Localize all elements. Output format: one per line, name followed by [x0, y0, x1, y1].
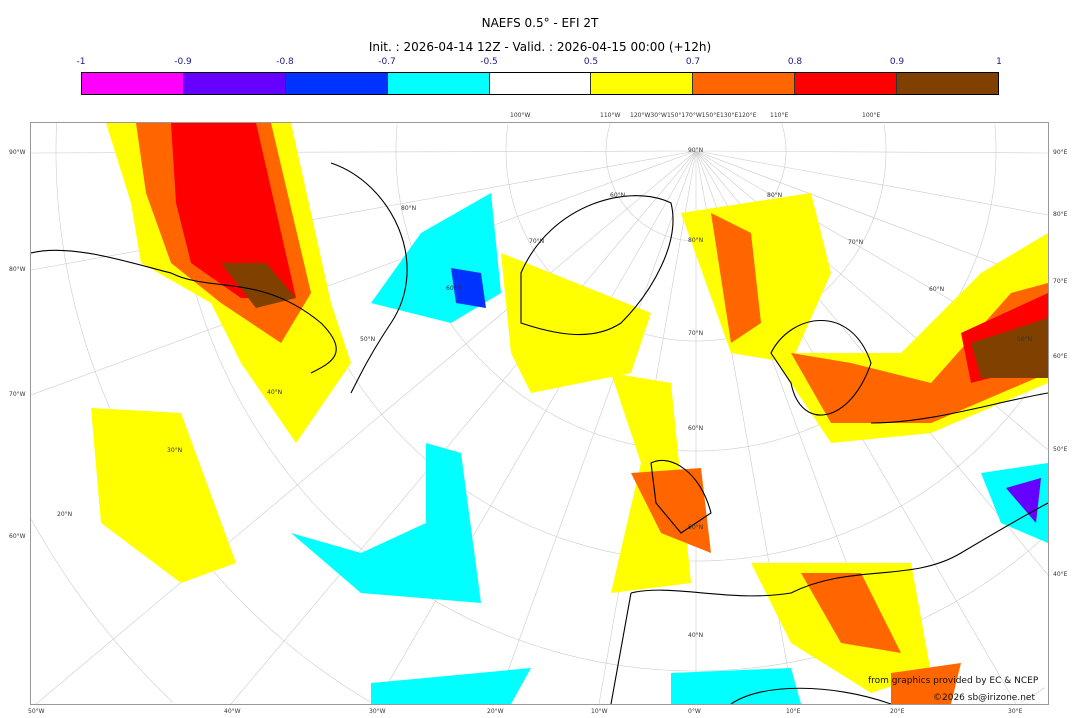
- axis-label: 100°E: [862, 112, 881, 119]
- efi-fields: [91, 123, 1048, 704]
- colorbar-swatch: [693, 73, 796, 94]
- axis-label: 90°N: [688, 147, 704, 154]
- colorbar-swatch: [183, 73, 286, 94]
- axis-label: 50°N: [360, 336, 376, 343]
- axis-label: 110°W: [600, 112, 621, 119]
- axis-label: 80°E: [1053, 211, 1068, 218]
- axis-label: 40°W: [224, 708, 241, 715]
- axis-label: 90°W: [9, 149, 26, 156]
- latitude-circle: [31, 519, 174, 703]
- axis-label: 70°N: [529, 238, 545, 245]
- map-title: NAEFS 0.5° - EFI 2T: [481, 16, 599, 30]
- axis-label: 60°W: [9, 533, 26, 540]
- coastlines: [31, 162, 1048, 704]
- colorbar-tick-label: -0.7: [378, 57, 396, 67]
- colorbar-tick-label: 0.5: [583, 57, 599, 67]
- colorbar-swatch: [795, 73, 898, 94]
- colorbar-swatch: [387, 73, 490, 94]
- axis-label: 30°N: [167, 447, 183, 454]
- colorbar-tick-label: -0.8: [276, 57, 294, 67]
- axis-label: 40°E: [1053, 571, 1068, 578]
- axis-label: 60°N: [446, 285, 462, 292]
- axis-label: 80°W: [9, 266, 26, 273]
- map-canvas: [31, 123, 1048, 704]
- colorbar-tick-label: 1: [996, 57, 1002, 67]
- axis-label: 70°N: [848, 239, 864, 246]
- efi-map[interactable]: [30, 122, 1049, 705]
- axis-label: 40°N: [267, 389, 283, 396]
- axis-label: 60°N: [610, 192, 626, 199]
- axis-label: 90°E: [1053, 149, 1068, 156]
- axis-label: 30°E: [1008, 708, 1023, 715]
- axis-label: 120°W30°W150°170°W150°E130°E120°E: [630, 112, 757, 119]
- axis-label: 50°E: [1053, 446, 1068, 453]
- axis-label: 50°W: [28, 708, 45, 715]
- colorbar-swatch: [82, 73, 184, 94]
- axis-label: 30°W: [369, 708, 386, 715]
- axis-label: 80°N: [688, 237, 704, 244]
- axis-label: 60°E: [1053, 353, 1068, 360]
- axis-label: 50°N: [688, 524, 704, 531]
- colorbar-tick-label: -0.9: [174, 57, 192, 67]
- axis-label: 70°E: [1053, 278, 1068, 285]
- colorbar: [81, 72, 999, 95]
- axis-label: 110°E: [770, 112, 789, 119]
- axis-label: 20°W: [487, 708, 504, 715]
- colorbar-tick-label: -1: [76, 57, 86, 67]
- axis-label: 20°N: [57, 511, 73, 518]
- axis-label: 80°N: [767, 192, 783, 199]
- axis-label: 70°W: [9, 391, 26, 398]
- colorbar-swatch: [285, 73, 388, 94]
- colorbar-tick-label: 0.9: [889, 57, 905, 67]
- axis-label: 0°W: [688, 708, 701, 715]
- axis-label: 70°N: [688, 330, 704, 337]
- colorbar-tick-label: 0.8: [787, 57, 803, 67]
- credit-copyright: ©2026 sb@irizone.net: [933, 693, 1035, 703]
- colorbar-swatch: [897, 73, 999, 94]
- colorbar-tick-label: -0.5: [480, 57, 498, 67]
- axis-label: 50°N: [1017, 336, 1033, 343]
- colorbar-tick-label: 0.7: [685, 57, 701, 67]
- axis-label: 40°N: [688, 632, 704, 639]
- axis-label: 100°W: [510, 112, 531, 119]
- axis-label: 10°E: [786, 708, 801, 715]
- axis-label: 10°W: [591, 708, 608, 715]
- axis-label: 60°N: [688, 425, 704, 432]
- axis-label: 60°N: [929, 286, 945, 293]
- colorbar-swatch: [591, 73, 694, 94]
- map-subtitle: Init. : 2026-04-14 12Z - Valid. : 2026-0…: [368, 40, 712, 54]
- latitude-circle: [505, 124, 887, 342]
- axis-label: 80°N: [401, 205, 417, 212]
- axis-label: 20°E: [890, 708, 905, 715]
- credit-source: from graphics provided by EC & NCEP: [868, 676, 1039, 686]
- colorbar-swatch: [489, 73, 592, 94]
